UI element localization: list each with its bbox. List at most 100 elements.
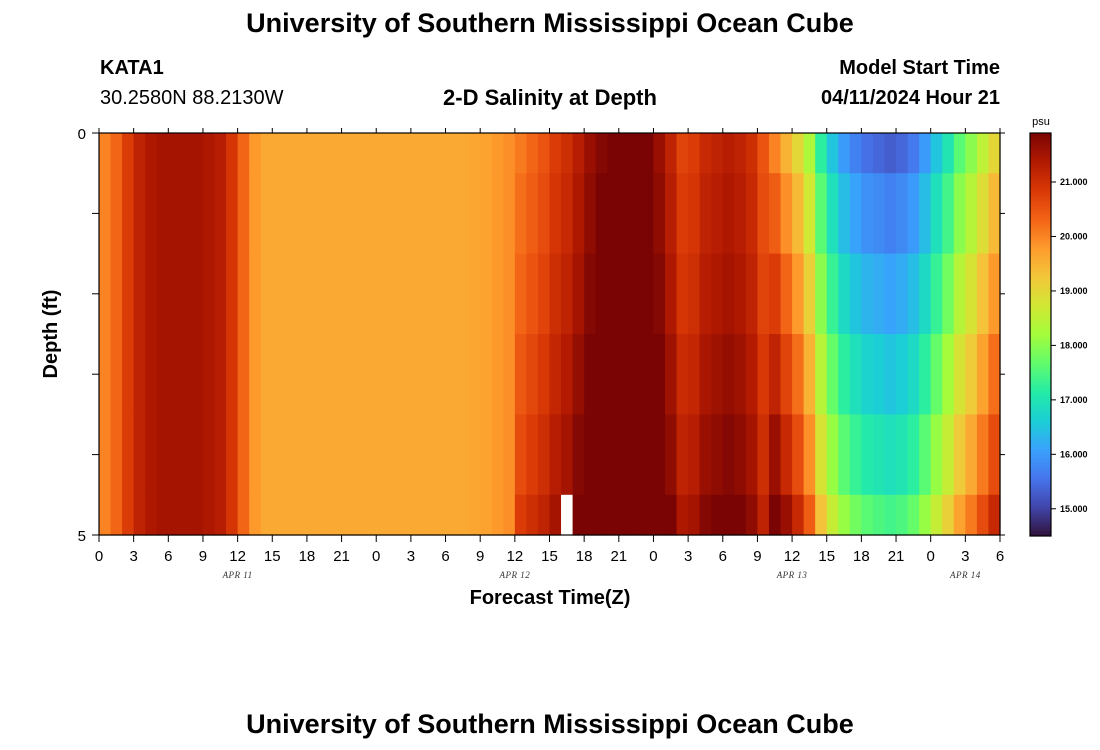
heatmap-cell (595, 414, 608, 496)
heatmap-cell (514, 494, 527, 536)
heatmap-cell (815, 173, 828, 255)
heatmap-cell (665, 173, 678, 255)
heatmap-cell (410, 334, 424, 415)
heatmap-cell (272, 414, 285, 496)
heatmap-cell (295, 253, 308, 335)
heatmap-cell (792, 334, 805, 415)
heatmap-cell (688, 334, 701, 415)
heatmap-cell (191, 253, 204, 335)
heatmap-cell (283, 173, 296, 255)
heatmap-cell (99, 253, 112, 335)
heatmap-cell (145, 494, 158, 536)
heatmap-cell (792, 414, 805, 496)
heatmap-cell (468, 414, 481, 496)
heatmap-cell (919, 494, 932, 536)
heatmap-cell (942, 173, 955, 255)
heatmap-cell (260, 253, 273, 335)
heatmap-cell (145, 414, 158, 496)
heatmap-cell (376, 414, 389, 496)
heatmap-cell (734, 414, 747, 496)
heatmap-cell (364, 494, 377, 536)
heatmap-cell (353, 253, 366, 335)
heatmap-cell (884, 133, 897, 174)
heatmap-cell (942, 494, 955, 536)
heatmap-cell (122, 414, 135, 496)
heatmap-cell (953, 334, 966, 415)
heatmap-cell (156, 133, 169, 174)
heatmap-cell (676, 334, 689, 415)
heatmap-cell (133, 173, 146, 255)
heatmap-cell (226, 253, 239, 335)
heatmap-cell (156, 253, 169, 335)
heatmap-cell (364, 133, 377, 174)
heatmap-cell (433, 253, 447, 335)
heatmap-cell (734, 334, 747, 415)
heatmap-cell (249, 494, 262, 536)
heatmap-cell (133, 334, 146, 415)
heatmap-cell (884, 414, 897, 496)
heatmap-cell (110, 494, 123, 536)
heatmap-cell (930, 133, 943, 174)
heatmap-cell (526, 494, 539, 536)
heatmap-cell (237, 133, 250, 174)
heatmap-cell (410, 494, 424, 536)
heatmap-cell (295, 173, 308, 255)
heatmap-cell (861, 173, 874, 255)
heatmap-cell (457, 334, 470, 415)
heatmap-cell (722, 334, 735, 415)
heatmap-cell (792, 173, 805, 255)
heatmap-cell (422, 253, 435, 335)
heatmap-cell (364, 253, 377, 335)
heatmap-cell (780, 334, 793, 415)
heatmap-cell (202, 334, 216, 415)
heatmap-cell (122, 253, 135, 335)
heatmap-cell (942, 253, 955, 335)
heatmap-cell (826, 133, 839, 174)
heatmap-cell (734, 133, 747, 174)
heatmap-cell (584, 334, 597, 415)
heatmap-cell (226, 414, 239, 496)
heatmap-cell (665, 133, 678, 174)
heatmap-cell (168, 173, 181, 255)
heatmap-cell (318, 173, 331, 255)
heatmap-cell (826, 334, 839, 415)
heatmap-cell (711, 173, 724, 255)
x-tick-label: 6 (719, 548, 727, 565)
heatmap-cell (191, 334, 204, 415)
heatmap-cell (757, 173, 770, 255)
heatmap-cell (896, 133, 909, 174)
heatmap-cell (99, 334, 112, 415)
heatmap-cell (607, 253, 620, 335)
heatmap-cell (942, 133, 955, 174)
heatmap-cell (838, 133, 851, 174)
heatmap-cell (526, 253, 539, 335)
heatmap-cell (792, 494, 805, 536)
heatmap-cell (826, 414, 839, 496)
heatmap-cell (607, 133, 620, 174)
heatmap-cell (387, 173, 400, 255)
heatmap-cell (561, 414, 574, 496)
heatmap-cell (872, 133, 886, 174)
heatmap-cell (745, 334, 759, 415)
heatmap-cell (283, 494, 296, 536)
heatmap-cell (468, 334, 481, 415)
heatmap-cell (630, 494, 643, 536)
heatmap-cell (226, 334, 239, 415)
heatmap-cell (260, 133, 273, 174)
heatmap-cell (942, 414, 955, 496)
heatmap-cell (445, 133, 458, 174)
heatmap-cell (514, 173, 527, 255)
heatmap-cell (965, 334, 978, 415)
heatmap-cell (480, 173, 493, 255)
heatmap-cell (410, 253, 424, 335)
x-day-label: APR 12 (498, 570, 530, 580)
heatmap-cell (133, 414, 146, 496)
heatmap-cell (433, 414, 447, 496)
heatmap-cell (919, 173, 932, 255)
heatmap-cell (976, 173, 990, 255)
heatmap-cell (803, 414, 816, 496)
heatmap-cell (630, 334, 643, 415)
heatmap-cell (780, 133, 793, 174)
heatmap-cell (445, 173, 458, 255)
heatmap-cell (480, 253, 493, 335)
